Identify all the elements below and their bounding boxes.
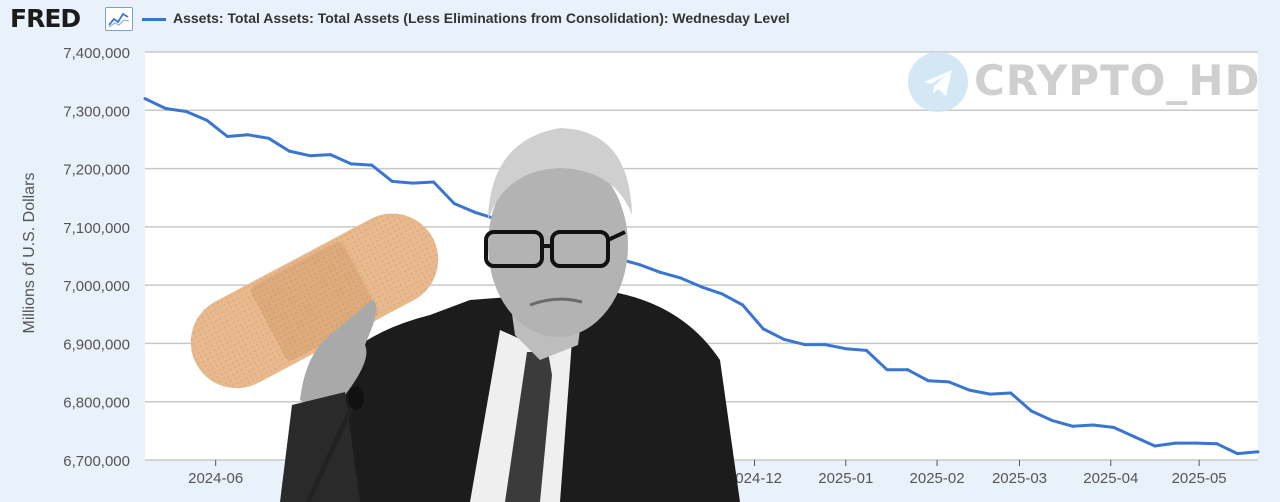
data-point bbox=[184, 109, 188, 113]
data-point bbox=[1153, 444, 1157, 448]
data-point bbox=[432, 180, 436, 184]
x-tick-label: 2025-02 bbox=[910, 470, 965, 487]
y-tick-label: 7,400,000 bbox=[63, 45, 130, 62]
y-tick-label: 6,900,000 bbox=[63, 336, 130, 353]
data-point bbox=[803, 343, 807, 347]
data-point bbox=[267, 136, 271, 140]
data-point bbox=[473, 210, 477, 214]
data-point bbox=[390, 179, 394, 183]
data-point bbox=[782, 337, 786, 341]
data-point bbox=[1215, 442, 1219, 446]
data-point bbox=[761, 327, 765, 331]
data-point bbox=[864, 348, 868, 352]
x-tick-label: 2025-01 bbox=[818, 470, 873, 487]
y-tick-label: 7,100,000 bbox=[63, 220, 130, 237]
data-point bbox=[967, 388, 971, 392]
data-point bbox=[1091, 423, 1095, 427]
series-group bbox=[143, 97, 1260, 456]
data-point bbox=[679, 276, 683, 280]
data-point bbox=[885, 368, 889, 372]
telegram-icon bbox=[908, 52, 968, 112]
data-point bbox=[164, 107, 168, 111]
chart-line-icon bbox=[105, 7, 133, 31]
data-point bbox=[700, 285, 703, 289]
fred-logo[interactable]: FRED bbox=[10, 4, 81, 33]
data-point bbox=[411, 181, 415, 185]
y-tick-label: 7,000,000 bbox=[63, 278, 130, 295]
data-point bbox=[720, 292, 724, 296]
y-tick-label: 6,700,000 bbox=[63, 453, 130, 470]
data-point bbox=[308, 154, 312, 158]
data-point bbox=[370, 163, 374, 167]
data-point bbox=[329, 153, 332, 157]
data-point bbox=[225, 135, 229, 139]
watermark-text: CRYPTO_HD bbox=[974, 56, 1261, 105]
data-point bbox=[906, 368, 910, 372]
data-point bbox=[1071, 424, 1074, 428]
y-tick-label: 6,800,000 bbox=[63, 395, 130, 412]
data-point bbox=[287, 149, 291, 153]
data-point bbox=[1235, 452, 1239, 456]
data-point bbox=[638, 263, 642, 267]
data-point bbox=[844, 347, 848, 351]
data-point bbox=[452, 202, 456, 206]
chart-header: FRED Assets: Total Assets: Total Assets … bbox=[0, 0, 1280, 40]
y-tick-label: 7,300,000 bbox=[63, 103, 130, 120]
y-tick-labels: 7,400,000 7,300,000 7,200,000 7,100,000 7,00… bbox=[63, 45, 130, 470]
data-point bbox=[658, 270, 662, 274]
x-tick-label: 2024-06 bbox=[188, 470, 243, 487]
x-tick-label: 2025-03 bbox=[992, 470, 1047, 487]
legend-swatch bbox=[142, 18, 166, 21]
data-point bbox=[205, 118, 209, 122]
data-point bbox=[1174, 441, 1178, 445]
data-point bbox=[947, 380, 951, 384]
data-point bbox=[1194, 441, 1198, 445]
data-point bbox=[926, 379, 930, 383]
data-point bbox=[349, 162, 353, 166]
data-point bbox=[143, 97, 147, 101]
x-tick-label: 2025-04 bbox=[1083, 470, 1138, 487]
x-tick-label: 2025-05 bbox=[1172, 470, 1227, 487]
data-point bbox=[823, 343, 827, 347]
legend-series-label: Assets: Total Assets: Total Assets (Less… bbox=[173, 10, 790, 26]
data-point bbox=[1112, 425, 1116, 429]
data-point bbox=[741, 303, 745, 307]
y-tick-label: 7,200,000 bbox=[63, 162, 130, 179]
data-point bbox=[1050, 418, 1054, 422]
data-point bbox=[988, 392, 992, 396]
x-tick-label: 2024-12 bbox=[727, 470, 782, 487]
data-point bbox=[1029, 409, 1033, 413]
data-point bbox=[246, 133, 250, 137]
data-point bbox=[1256, 450, 1260, 454]
data-point bbox=[1132, 435, 1136, 439]
data-point bbox=[1009, 391, 1013, 395]
watermark: CRYPTO_HD bbox=[908, 52, 1259, 112]
